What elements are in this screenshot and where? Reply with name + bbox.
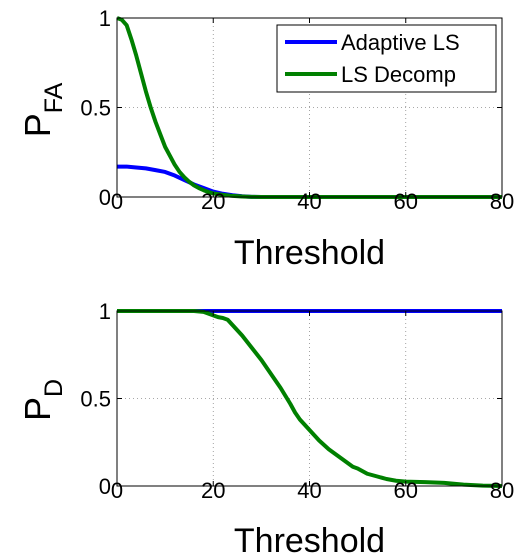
- y-tick-label: 0: [99, 185, 111, 210]
- y-axis-label-main: P: [17, 113, 58, 137]
- x-tick-label: 80: [490, 189, 514, 214]
- y-tick-label: 0: [99, 474, 111, 499]
- y-tick-label: 1: [99, 6, 111, 31]
- series-line-ls-decomp: [117, 309, 503, 488]
- x-tick-label: 0: [111, 478, 123, 503]
- legend: Adaptive LS LS Decomp: [276, 24, 497, 93]
- x-tick-label: 0: [111, 189, 123, 214]
- x-tick-label: 40: [297, 478, 321, 503]
- y-tick-label: 0.5: [80, 387, 111, 412]
- y-axis-label: PFA: [17, 82, 68, 137]
- y-axis-label: PD: [17, 379, 68, 421]
- subplot-1: 0 20 40 60 80 0 0.5 1 Threshold PFA Adaptive LS LS …: [17, 6, 514, 272]
- y-axis-label-sub: FA: [40, 82, 68, 113]
- legend-entry: LS Decomp: [341, 62, 456, 87]
- x-axis-label: Threshold: [234, 234, 385, 272]
- y-tick-label: 0.5: [80, 96, 111, 121]
- x-tick-label: 80: [490, 478, 514, 503]
- y-axis-label-sub: D: [40, 379, 68, 397]
- x-axis-label: Threshold: [234, 522, 385, 556]
- x-tick-label: 60: [394, 189, 418, 214]
- x-tick-label: 60: [394, 478, 418, 503]
- x-tick-label: 40: [297, 189, 321, 214]
- y-tick-label: 1: [99, 299, 111, 324]
- x-tick-label: 20: [201, 189, 225, 214]
- x-tick-label: 20: [201, 478, 225, 503]
- y-axis-label-main: P: [17, 397, 58, 421]
- legend-box: [276, 24, 497, 93]
- legend-entry: Adaptive LS: [341, 30, 460, 55]
- subplot-2: 0 20 40 60 80 0 0.5 1 Threshold PD: [17, 299, 514, 556]
